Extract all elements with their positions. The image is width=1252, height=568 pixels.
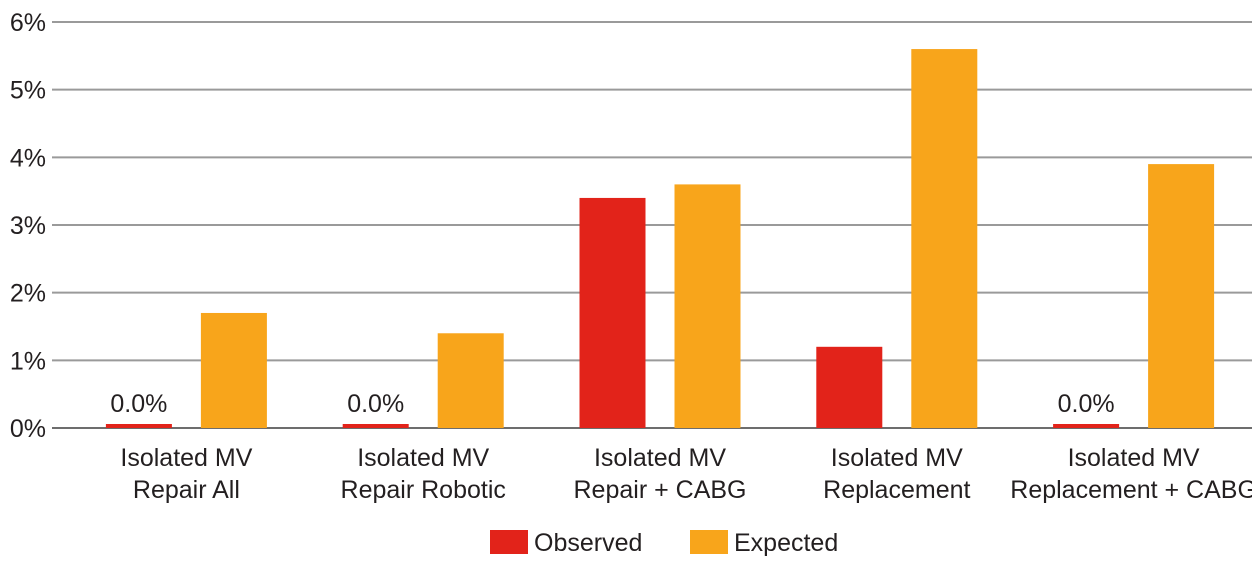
legend-swatch-expected xyxy=(690,530,728,554)
x-category-label: Repair Robotic xyxy=(341,476,506,504)
y-axis-ticks: 0% 1% 2% 3% 4% 5% 6% xyxy=(10,9,46,443)
bar-observed-2 xyxy=(579,197,646,428)
data-label: 0.0% xyxy=(1058,390,1115,418)
legend-label-observed: Observed xyxy=(534,529,642,557)
x-category-label: Isolated MV xyxy=(831,444,963,472)
legend-label-expected: Expected xyxy=(734,529,838,557)
x-category-label: Isolated MV xyxy=(1068,444,1200,472)
y-tick-label: 2% xyxy=(10,280,46,308)
x-category-label: Repair All xyxy=(133,476,240,504)
x-category-label: Isolated MV xyxy=(594,444,726,472)
bar-expected-3 xyxy=(911,49,978,429)
y-tick-label: 0% xyxy=(10,415,46,443)
bar-observed-0 xyxy=(105,424,172,428)
bars xyxy=(105,49,1215,429)
bar-observed-4 xyxy=(1053,424,1120,428)
data-label: 0.0% xyxy=(110,390,167,418)
x-axis-categories: Isolated MV Repair All Isolated MV Repair R… xyxy=(120,444,1252,504)
y-tick-label: 5% xyxy=(10,77,46,105)
bar-expected-2 xyxy=(674,184,741,428)
legend: Observed Expected xyxy=(490,529,838,557)
y-tick-label: 3% xyxy=(10,212,46,240)
data-labels: 0.0% 0.0% 0.0% xyxy=(110,390,1114,418)
data-label: 0.0% xyxy=(347,390,404,418)
bar-expected-4 xyxy=(1148,164,1215,428)
bar-observed-3 xyxy=(816,346,883,428)
x-category-label: Replacement xyxy=(823,476,970,504)
bar-observed-1 xyxy=(342,424,409,428)
x-category-label: Replacement + CABG xyxy=(1010,476,1252,504)
y-tick-label: 6% xyxy=(10,9,46,37)
x-category-label: Isolated MV xyxy=(357,444,489,472)
bar-expected-0 xyxy=(200,312,267,428)
x-category-label: Isolated MV xyxy=(120,444,252,472)
x-category-label: Repair + CABG xyxy=(574,476,747,504)
y-tick-label: 1% xyxy=(10,347,46,375)
y-tick-label: 4% xyxy=(10,144,46,172)
legend-swatch-observed xyxy=(490,530,528,554)
bar-expected-1 xyxy=(437,333,504,428)
